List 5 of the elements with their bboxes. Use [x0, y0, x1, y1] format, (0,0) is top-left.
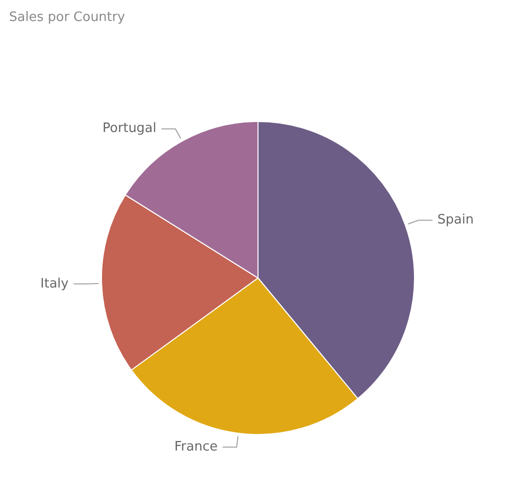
chart-title: Sales por Country [9, 10, 126, 25]
slice-label: Italy [40, 276, 69, 292]
slice-label: Spain [437, 212, 474, 228]
slice-label: France [174, 440, 218, 455]
slice-label: Portugal [102, 121, 156, 136]
